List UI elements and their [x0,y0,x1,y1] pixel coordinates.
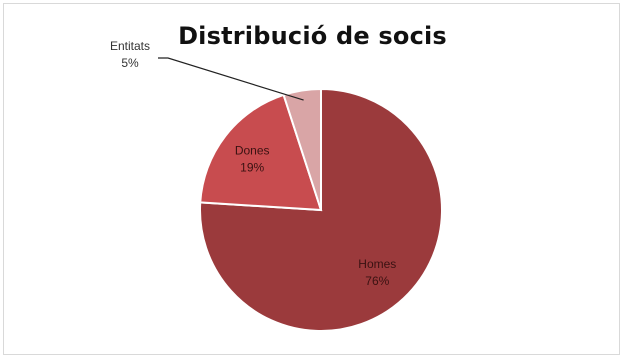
leader-line-entitats [158,57,304,101]
data-label-dones-percent: 19% [240,161,264,175]
data-label-entitats-percent: 5% [121,56,139,70]
data-label-homes-percent: 76% [365,274,389,288]
data-label-entitats-name: Entitats [110,39,150,53]
pie-slices [199,87,443,332]
data-label-dones-name: Dones [235,144,270,158]
data-label-homes-name: Homes [358,257,396,271]
pie-data-labels: Homes 76% Dones 19% Entitats 5% [110,39,396,288]
chart-title: Distribució de socis [178,22,447,50]
pie-slice-dones [199,93,323,212]
pie-slice-entitats [282,87,322,211]
